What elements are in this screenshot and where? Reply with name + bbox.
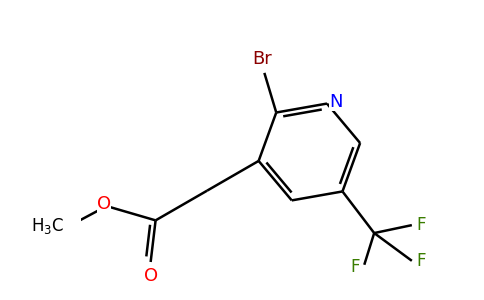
Text: O: O xyxy=(144,267,158,285)
Text: N: N xyxy=(329,93,343,111)
Text: Br: Br xyxy=(253,50,272,68)
Text: H$_3$C: H$_3$C xyxy=(31,216,64,236)
Text: F: F xyxy=(350,258,360,276)
Text: O: O xyxy=(97,194,111,212)
Text: F: F xyxy=(416,252,425,270)
Text: F: F xyxy=(416,216,425,234)
